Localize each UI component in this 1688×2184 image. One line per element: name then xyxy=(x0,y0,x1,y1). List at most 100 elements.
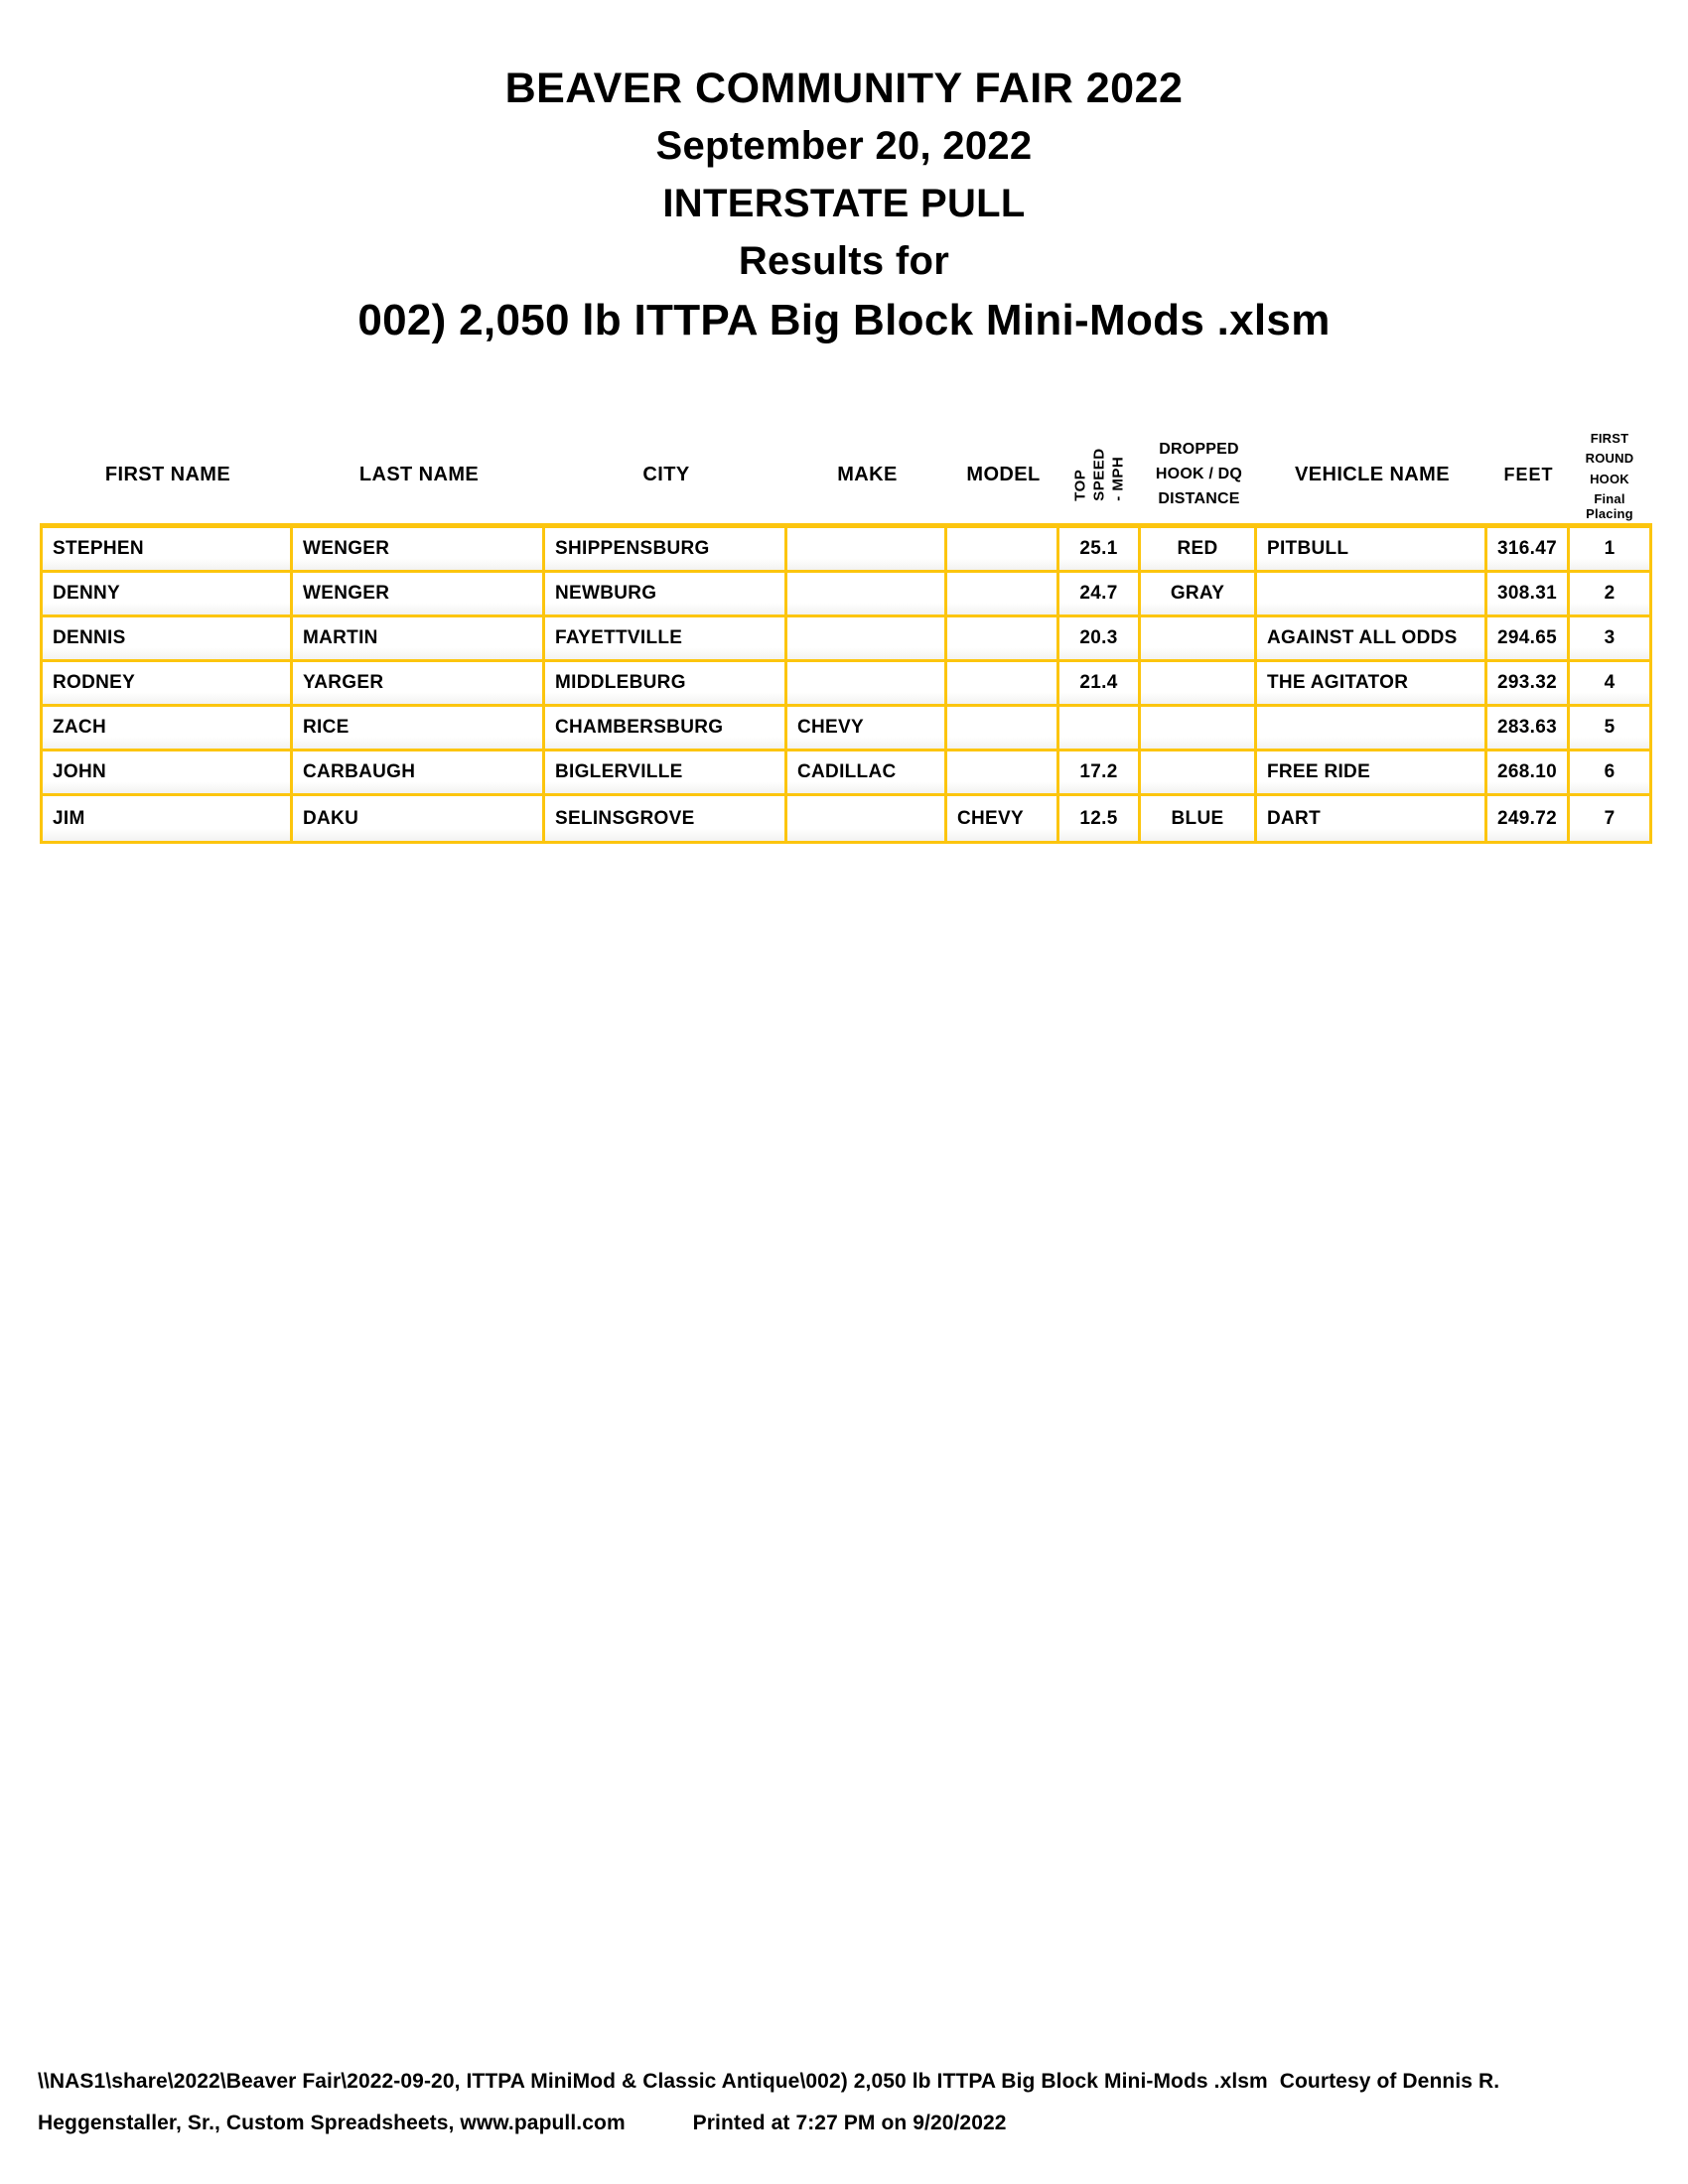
col-header-first-round-hook: FIRST ROUND HOOK Final Placing xyxy=(1570,429,1649,520)
cell-make xyxy=(787,528,947,570)
top-speed-rotated-label: TOP SPEED - MPH xyxy=(1071,448,1127,502)
cell-last-name: WENGER xyxy=(293,528,545,570)
first-round-hook-label: FIRST ROUND HOOK xyxy=(1585,431,1634,486)
cell-vehicle-name xyxy=(1257,573,1487,614)
col-header-city: CITY xyxy=(642,464,690,485)
cell-final-placing: 4 xyxy=(1604,672,1616,693)
cell-city: CHAMBERSBURG xyxy=(545,707,787,749)
final-placing-label: Final Placing xyxy=(1586,490,1633,521)
table-header-row: FIRST NAME LAST NAME CITY MAKE MODEL TOP… xyxy=(43,427,1649,523)
cell-vehicle-name: PITBULL xyxy=(1257,528,1487,570)
table-row: JOHN CARBAUGH BIGLERVILLE CADILLAC 17.2 … xyxy=(43,751,1649,796)
title-event-name: BEAVER COMMUNITY FAIR 2022 xyxy=(504,65,1184,112)
cell-last-name: RICE xyxy=(293,707,545,749)
cell-first-name: ZACH xyxy=(43,707,293,749)
cell-model: CHEVY xyxy=(947,796,1059,841)
cell-model xyxy=(947,662,1059,704)
col-header-dropped-hook: DROPPED HOOK / DQ DISTANCE xyxy=(1155,441,1243,507)
footer-path-line: \\NAS1\share\2022\Beaver Fair\2022-09-20… xyxy=(38,2070,1500,2093)
table-row: ZACH RICE CHAMBERSBURG CHEVY 283.63 5 xyxy=(43,707,1649,751)
title-event-date: September 20, 2022 xyxy=(655,124,1033,168)
cell-final-placing: 1 xyxy=(1604,538,1616,559)
cell-final-placing: 3 xyxy=(1604,627,1616,648)
cell-feet: 283.63 xyxy=(1487,707,1570,749)
cell-vehicle-name: FREE RIDE xyxy=(1257,751,1487,793)
cell-dropped-hook: RED xyxy=(1141,528,1257,570)
cell-final-placing: 5 xyxy=(1604,717,1616,738)
cell-last-name: WENGER xyxy=(293,573,545,614)
cell-top-speed: 20.3 xyxy=(1059,617,1141,659)
cell-dropped-hook xyxy=(1141,617,1257,659)
col-header-last-name: LAST NAME xyxy=(358,464,480,485)
cell-city: FAYETTVILLE xyxy=(545,617,787,659)
cell-feet: 249.72 xyxy=(1487,796,1570,841)
cell-city: NEWBURG xyxy=(545,573,787,614)
col-header-vehicle-name: VEHICLE NAME xyxy=(1295,464,1450,485)
footer-credit-text: Heggenstaller, Sr., Custom Spreadsheets,… xyxy=(38,2112,626,2134)
cell-last-name: MARTIN xyxy=(293,617,545,659)
cell-make xyxy=(787,617,947,659)
cell-last-name: DAKU xyxy=(293,796,545,841)
cell-vehicle-name: DART xyxy=(1257,796,1487,841)
footer-printed-at: Printed at 7:27 PM on 9/20/2022 xyxy=(692,2112,1007,2134)
cell-dropped-hook: BLUE xyxy=(1141,796,1257,841)
col-header-model: MODEL xyxy=(966,464,1041,485)
cell-feet: 316.47 xyxy=(1487,528,1570,570)
cell-city: SHIPPENSBURG xyxy=(545,528,787,570)
cell-final-placing: 2 xyxy=(1604,583,1616,604)
cell-make xyxy=(787,573,947,614)
cell-vehicle-name: AGAINST ALL ODDS xyxy=(1257,617,1487,659)
cell-top-speed: 17.2 xyxy=(1059,751,1141,793)
col-header-make: MAKE xyxy=(837,464,898,485)
cell-city: BIGLERVILLE xyxy=(545,751,787,793)
cell-top-speed: 21.4 xyxy=(1059,662,1141,704)
cell-feet: 294.65 xyxy=(1487,617,1570,659)
col-header-top-speed: TOP SPEED - MPH xyxy=(1059,447,1141,502)
cell-top-speed xyxy=(1059,707,1141,749)
cell-model xyxy=(947,528,1059,570)
cell-model xyxy=(947,707,1059,749)
cell-first-name: DENNY xyxy=(43,573,293,614)
table-row: DENNIS MARTIN FAYETTVILLE 20.3 AGAINST A… xyxy=(43,617,1649,662)
title-results-for: Results for xyxy=(738,239,950,283)
results-table: FIRST NAME LAST NAME CITY MAKE MODEL TOP… xyxy=(40,427,1652,844)
cell-dropped-hook xyxy=(1141,662,1257,704)
cell-top-speed: 12.5 xyxy=(1059,796,1141,841)
cell-vehicle-name: THE AGITATOR xyxy=(1257,662,1487,704)
cell-make: CADILLAC xyxy=(787,751,947,793)
cell-last-name: CARBAUGH xyxy=(293,751,545,793)
table-row: DENNY WENGER NEWBURG 24.7 GRAY 308.31 2 xyxy=(43,573,1649,617)
col-header-first-name: FIRST NAME xyxy=(104,464,231,485)
title-pull-name: INTERSTATE PULL xyxy=(662,182,1026,225)
cell-feet: 293.32 xyxy=(1487,662,1570,704)
cell-first-name: STEPHEN xyxy=(43,528,293,570)
cell-vehicle-name xyxy=(1257,707,1487,749)
cell-last-name: YARGER xyxy=(293,662,545,704)
cell-first-name: DENNIS xyxy=(43,617,293,659)
cell-first-name: JIM xyxy=(43,796,293,841)
table-row: RODNEY YARGER MIDDLEBURG 21.4 THE AGITAT… xyxy=(43,662,1649,707)
cell-make: CHEVY xyxy=(787,707,947,749)
cell-make xyxy=(787,796,947,841)
table-row: JIM DAKU SELINSGROVE CHEVY 12.5 BLUE DAR… xyxy=(43,796,1649,841)
title-class-file: 002) 2,050 lb ITTPA Big Block Mini-Mods … xyxy=(357,296,1331,344)
cell-city: SELINSGROVE xyxy=(545,796,787,841)
cell-make xyxy=(787,662,947,704)
cell-model xyxy=(947,617,1059,659)
cell-final-placing: 7 xyxy=(1604,807,1616,829)
cell-top-speed: 24.7 xyxy=(1059,573,1141,614)
report-footer: \\NAS1\share\2022\Beaver Fair\2022-09-20… xyxy=(38,2061,1656,2144)
cell-first-name: RODNEY xyxy=(43,662,293,704)
table-body: STEPHEN WENGER SHIPPENSBURG 25.1 RED PIT… xyxy=(40,523,1652,844)
cell-model xyxy=(947,573,1059,614)
col-header-feet: FEET xyxy=(1503,465,1554,484)
cell-final-placing: 6 xyxy=(1604,761,1616,782)
footer-credit-line: Heggenstaller, Sr., Custom Spreadsheets,… xyxy=(38,2103,1656,2144)
cell-dropped-hook: GRAY xyxy=(1141,573,1257,614)
cell-top-speed: 25.1 xyxy=(1059,528,1141,570)
cell-dropped-hook xyxy=(1141,707,1257,749)
cell-first-name: JOHN xyxy=(43,751,293,793)
cell-dropped-hook xyxy=(1141,751,1257,793)
report-header: BEAVER COMMUNITY FAIR 2022 September 20,… xyxy=(0,60,1688,351)
